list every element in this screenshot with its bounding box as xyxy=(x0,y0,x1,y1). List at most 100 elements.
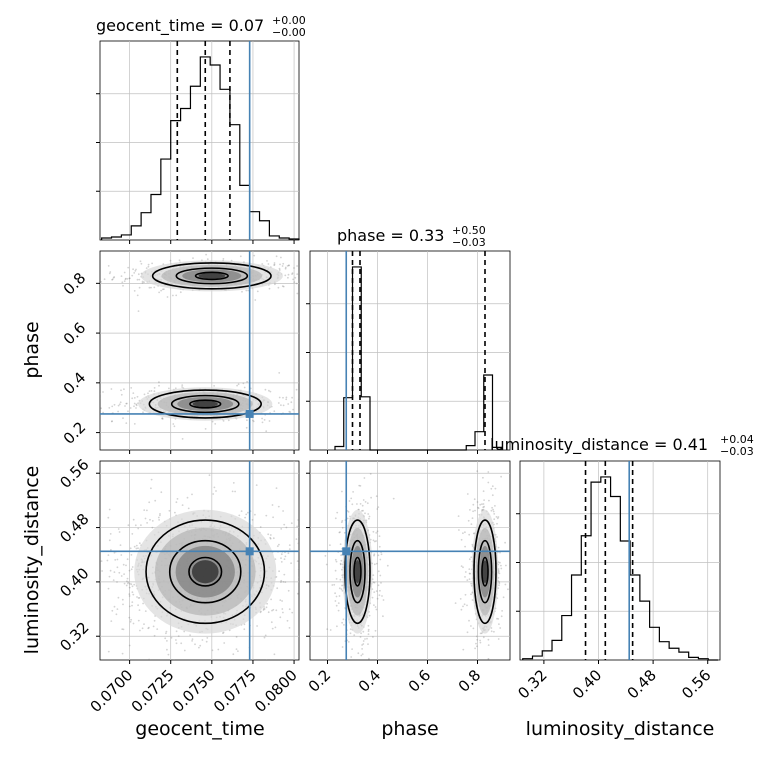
sample-point xyxy=(128,586,131,589)
sample-point xyxy=(160,491,163,494)
sample-point xyxy=(472,532,475,535)
sample-point xyxy=(475,642,477,645)
sample-point xyxy=(464,545,466,548)
sample-point xyxy=(259,611,262,614)
sample-point xyxy=(159,514,161,517)
sample-point xyxy=(493,518,496,521)
sample-point xyxy=(136,596,138,598)
sample-point xyxy=(149,659,151,660)
sample-point xyxy=(254,299,257,301)
density-level-3 xyxy=(198,272,226,279)
sample-point xyxy=(335,560,338,563)
sample-point xyxy=(358,484,361,487)
contour-2 xyxy=(145,519,266,625)
sample-point xyxy=(239,255,242,258)
sample-point xyxy=(304,401,306,403)
sample-point xyxy=(334,517,337,520)
sample-point xyxy=(340,588,343,590)
sample-point xyxy=(377,506,380,508)
sample-point xyxy=(92,411,94,413)
sample-point xyxy=(504,541,506,544)
sample-point xyxy=(458,529,460,531)
sample-point xyxy=(494,505,496,507)
panel-frame-luminosity_distance-luminosity_distance xyxy=(519,460,721,661)
sample-point xyxy=(110,388,113,390)
sample-point xyxy=(136,294,139,297)
sample-point xyxy=(473,498,476,501)
sample-point xyxy=(273,410,276,413)
sample-point xyxy=(293,281,296,283)
sample-point xyxy=(280,579,283,582)
sample-point xyxy=(333,583,336,586)
sample-point xyxy=(464,593,467,596)
sample-point xyxy=(256,290,259,293)
sample-point xyxy=(296,292,299,295)
sample-point xyxy=(500,567,503,570)
sample-point xyxy=(244,516,247,519)
sample-point xyxy=(338,531,341,534)
sample-point xyxy=(260,610,262,613)
sample-point xyxy=(361,648,363,650)
sample-point xyxy=(497,546,500,549)
sample-point xyxy=(468,578,471,580)
sample-point xyxy=(256,625,258,627)
sample-point xyxy=(213,486,216,489)
sample-point xyxy=(362,643,365,645)
title-phase-lower: −0.03 xyxy=(452,236,486,249)
sample-point xyxy=(372,636,374,638)
title-luminosity-distance-upper: +0.04 xyxy=(720,433,754,446)
sample-point xyxy=(120,575,123,577)
sample-point xyxy=(462,532,464,535)
sample-point xyxy=(148,658,150,660)
sample-point xyxy=(273,262,276,264)
sample-point xyxy=(172,423,175,425)
sample-point xyxy=(102,391,104,393)
sample-point xyxy=(476,645,478,648)
sample-point xyxy=(494,487,497,490)
sample-point xyxy=(496,536,498,538)
sample-point xyxy=(496,522,498,525)
sample-point xyxy=(126,558,129,561)
sample-point xyxy=(153,387,156,389)
sample-point xyxy=(153,286,156,289)
sample-point xyxy=(497,618,500,620)
sample-point xyxy=(126,402,128,405)
sample-point xyxy=(462,648,465,651)
sample-point xyxy=(151,526,154,529)
sample-point xyxy=(52,642,54,644)
sample-point xyxy=(116,581,118,583)
sample-point xyxy=(360,654,363,657)
sample-point xyxy=(341,526,344,529)
sample-point xyxy=(112,579,115,581)
sample-point xyxy=(274,283,276,286)
sample-point xyxy=(500,475,502,478)
sample-point xyxy=(349,632,352,635)
sample-point xyxy=(253,254,256,257)
sample-point xyxy=(492,508,494,511)
sample-point xyxy=(379,558,382,561)
sample-point xyxy=(117,596,120,599)
sample-point xyxy=(125,277,127,280)
sample-point xyxy=(143,509,146,511)
sample-point xyxy=(466,493,469,495)
sample-point xyxy=(95,412,97,414)
sample-point xyxy=(109,533,112,535)
sample-point xyxy=(288,548,291,550)
sample-point xyxy=(137,604,140,607)
sample-point xyxy=(100,281,102,283)
sample-point xyxy=(482,503,485,505)
sample-point xyxy=(329,629,332,631)
sample-point xyxy=(208,474,211,477)
sample-point xyxy=(376,597,379,600)
xlabel-geocent-time: geocent_time xyxy=(135,718,264,740)
sample-point xyxy=(339,562,342,565)
sample-point xyxy=(497,587,500,589)
sample-point xyxy=(128,616,131,619)
sample-point xyxy=(130,583,133,586)
sample-point xyxy=(476,470,479,472)
sample-point xyxy=(266,260,268,262)
sample-point xyxy=(292,278,294,281)
sample-point xyxy=(324,555,327,557)
sample-point xyxy=(150,487,152,490)
sample-point xyxy=(111,420,113,422)
